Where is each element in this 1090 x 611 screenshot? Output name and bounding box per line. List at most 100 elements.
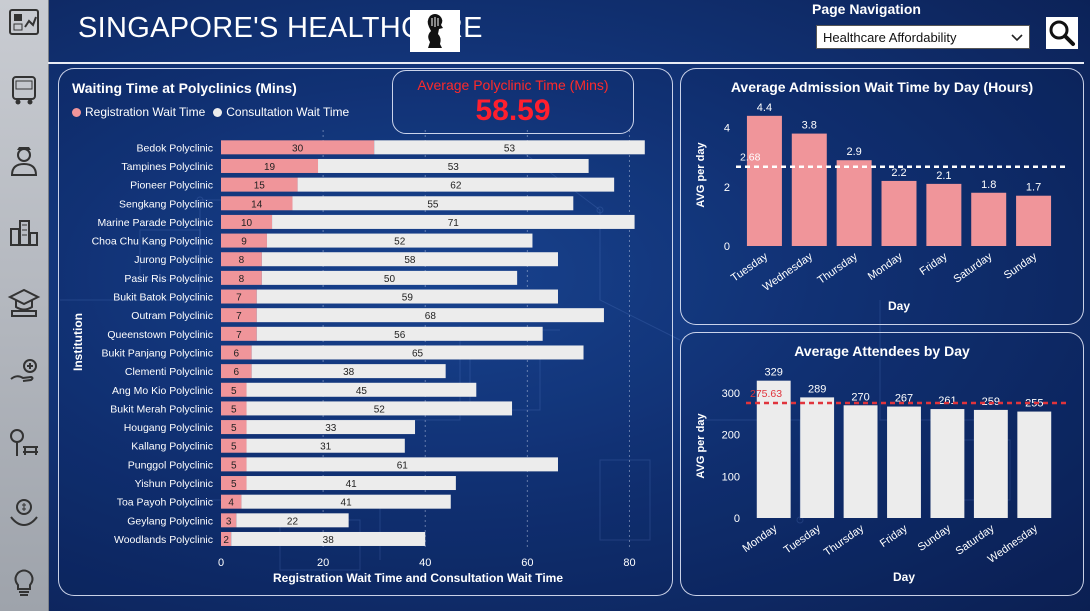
bar	[887, 406, 921, 518]
bus-icon	[12, 76, 36, 105]
y-axis-title: AVG per day	[695, 413, 707, 479]
y-tick-label: 2	[724, 182, 730, 194]
registration-bar	[221, 494, 242, 509]
registration-bar	[221, 252, 262, 267]
registration-bar	[221, 233, 267, 248]
nav-button-officer[interactable]	[4, 140, 44, 180]
registration-value-label: 2	[223, 535, 229, 546]
bar-value-label: 267	[895, 393, 913, 405]
header-divider	[48, 62, 1084, 64]
bar	[1017, 411, 1052, 518]
consultation-value-label: 65	[412, 348, 424, 359]
registration-value-label: 6	[234, 348, 240, 359]
nav-button-park[interactable]	[4, 422, 44, 462]
category-label: Punggol Polyclinic	[128, 459, 213, 471]
registration-bar	[221, 140, 375, 155]
registration-bar	[221, 214, 273, 229]
average-label: 2.68	[740, 152, 761, 164]
search-button[interactable]	[1046, 17, 1078, 49]
nav-button-money[interactable]	[4, 492, 44, 532]
consultation-value-label: 52	[394, 237, 406, 248]
consultation-value-label: 56	[394, 330, 406, 341]
registration-value-label: 3	[226, 516, 232, 527]
admission-bar-chart: 0 2 4 4.4 Tuesday 3.8 Wednesday 2.9 Thursday 2.2 M…	[695, 102, 1068, 313]
registration-value-label: 10	[241, 218, 253, 229]
category-label: Friday	[918, 250, 950, 278]
page-navigation-dropdown[interactable]: Healthcare Affordability	[816, 25, 1030, 49]
registration-bar	[221, 531, 232, 546]
category-label: Toa Payoh Polyclinic	[117, 497, 213, 509]
consultation-value-label: 61	[397, 460, 409, 471]
nav-button-bus[interactable]	[4, 70, 44, 110]
nav-button-dashboard[interactable]	[4, 2, 44, 42]
registration-value-label: 8	[239, 255, 245, 266]
registration-bar	[221, 476, 247, 491]
consultation-bar	[266, 233, 533, 248]
category-label: Tuesday	[729, 250, 771, 284]
consultation-bar	[318, 158, 589, 173]
bar-value-label: 289	[808, 383, 826, 395]
kpi-card: Average Polyclinic Time (Mins) 58.59	[392, 70, 634, 134]
consultation-bar	[246, 438, 405, 453]
nav-button-education[interactable]	[4, 282, 44, 322]
consultation-value-label: 45	[356, 386, 368, 397]
y-tick-label: 4	[724, 123, 730, 135]
nav-button-health[interactable]	[4, 352, 44, 392]
consultation-bar	[292, 196, 574, 211]
bar	[973, 409, 1008, 518]
category-label: Bukit Batok Polyclinic	[113, 292, 213, 304]
consultation-value-label: 71	[448, 218, 460, 229]
consultation-bar	[251, 364, 446, 379]
registration-bar	[221, 364, 252, 379]
category-label: Sunday	[1002, 250, 1040, 282]
registration-value-label: 5	[231, 479, 237, 490]
registration-bar	[221, 345, 252, 360]
y-tick-label: 100	[722, 471, 740, 483]
consultation-bar	[272, 214, 635, 229]
x-axis-title: Day	[893, 570, 915, 584]
y-tick-label: 0	[734, 513, 740, 525]
category-label: Thursday	[815, 250, 860, 286]
dashboard-icon	[9, 9, 39, 35]
bar	[843, 405, 878, 518]
y-tick-label: 200	[722, 430, 740, 442]
x-tick-label: 60	[521, 557, 533, 569]
search-icon	[1049, 20, 1075, 46]
bar	[800, 397, 835, 518]
registration-value-label: 19	[264, 162, 276, 173]
kpi-label: Average Polyclinic Time (Mins)	[417, 77, 609, 93]
consultation-bar	[256, 289, 558, 304]
average-label: 275.63	[750, 388, 782, 400]
polyclinic-chart-title: Waiting Time at Polyclinics (Mins)	[72, 80, 297, 96]
registration-value-label: 5	[231, 442, 237, 453]
category-label: Outram Polyclinic	[131, 310, 213, 322]
consultation-bar	[251, 345, 584, 360]
nav-button-city[interactable]	[4, 212, 44, 252]
consultation-value-label: 52	[374, 404, 386, 415]
consultation-value-label: 33	[325, 423, 337, 434]
bar	[836, 160, 872, 246]
category-label: Sengkang Polyclinic	[119, 198, 213, 210]
registration-value-label: 4	[228, 498, 234, 509]
consultation-bar	[236, 513, 349, 528]
consultation-value-label: 58	[404, 255, 416, 266]
consultation-bar	[256, 308, 604, 323]
registration-bar	[221, 270, 262, 285]
bar	[746, 115, 782, 246]
category-label: Woodlands Polyclinic	[114, 534, 213, 546]
health-icon	[10, 359, 37, 382]
bar-value-label: 270	[851, 391, 869, 403]
consultation-bar	[246, 457, 558, 472]
y-axis-title: Institution	[71, 313, 85, 371]
consultation-value-label: 38	[343, 367, 355, 378]
consultation-bar	[246, 401, 513, 416]
category-label: Pioneer Polyclinic	[130, 180, 213, 192]
registration-bar	[221, 457, 247, 472]
category-label: Tampines Polyclinic	[121, 161, 213, 173]
legend-dot-registration	[72, 107, 81, 117]
consultation-bar	[261, 252, 558, 267]
nav-button-idea[interactable]	[4, 562, 44, 602]
consultation-value-label: 55	[427, 199, 439, 210]
consultation-bar	[241, 494, 451, 509]
registration-value-label: 5	[231, 423, 237, 434]
